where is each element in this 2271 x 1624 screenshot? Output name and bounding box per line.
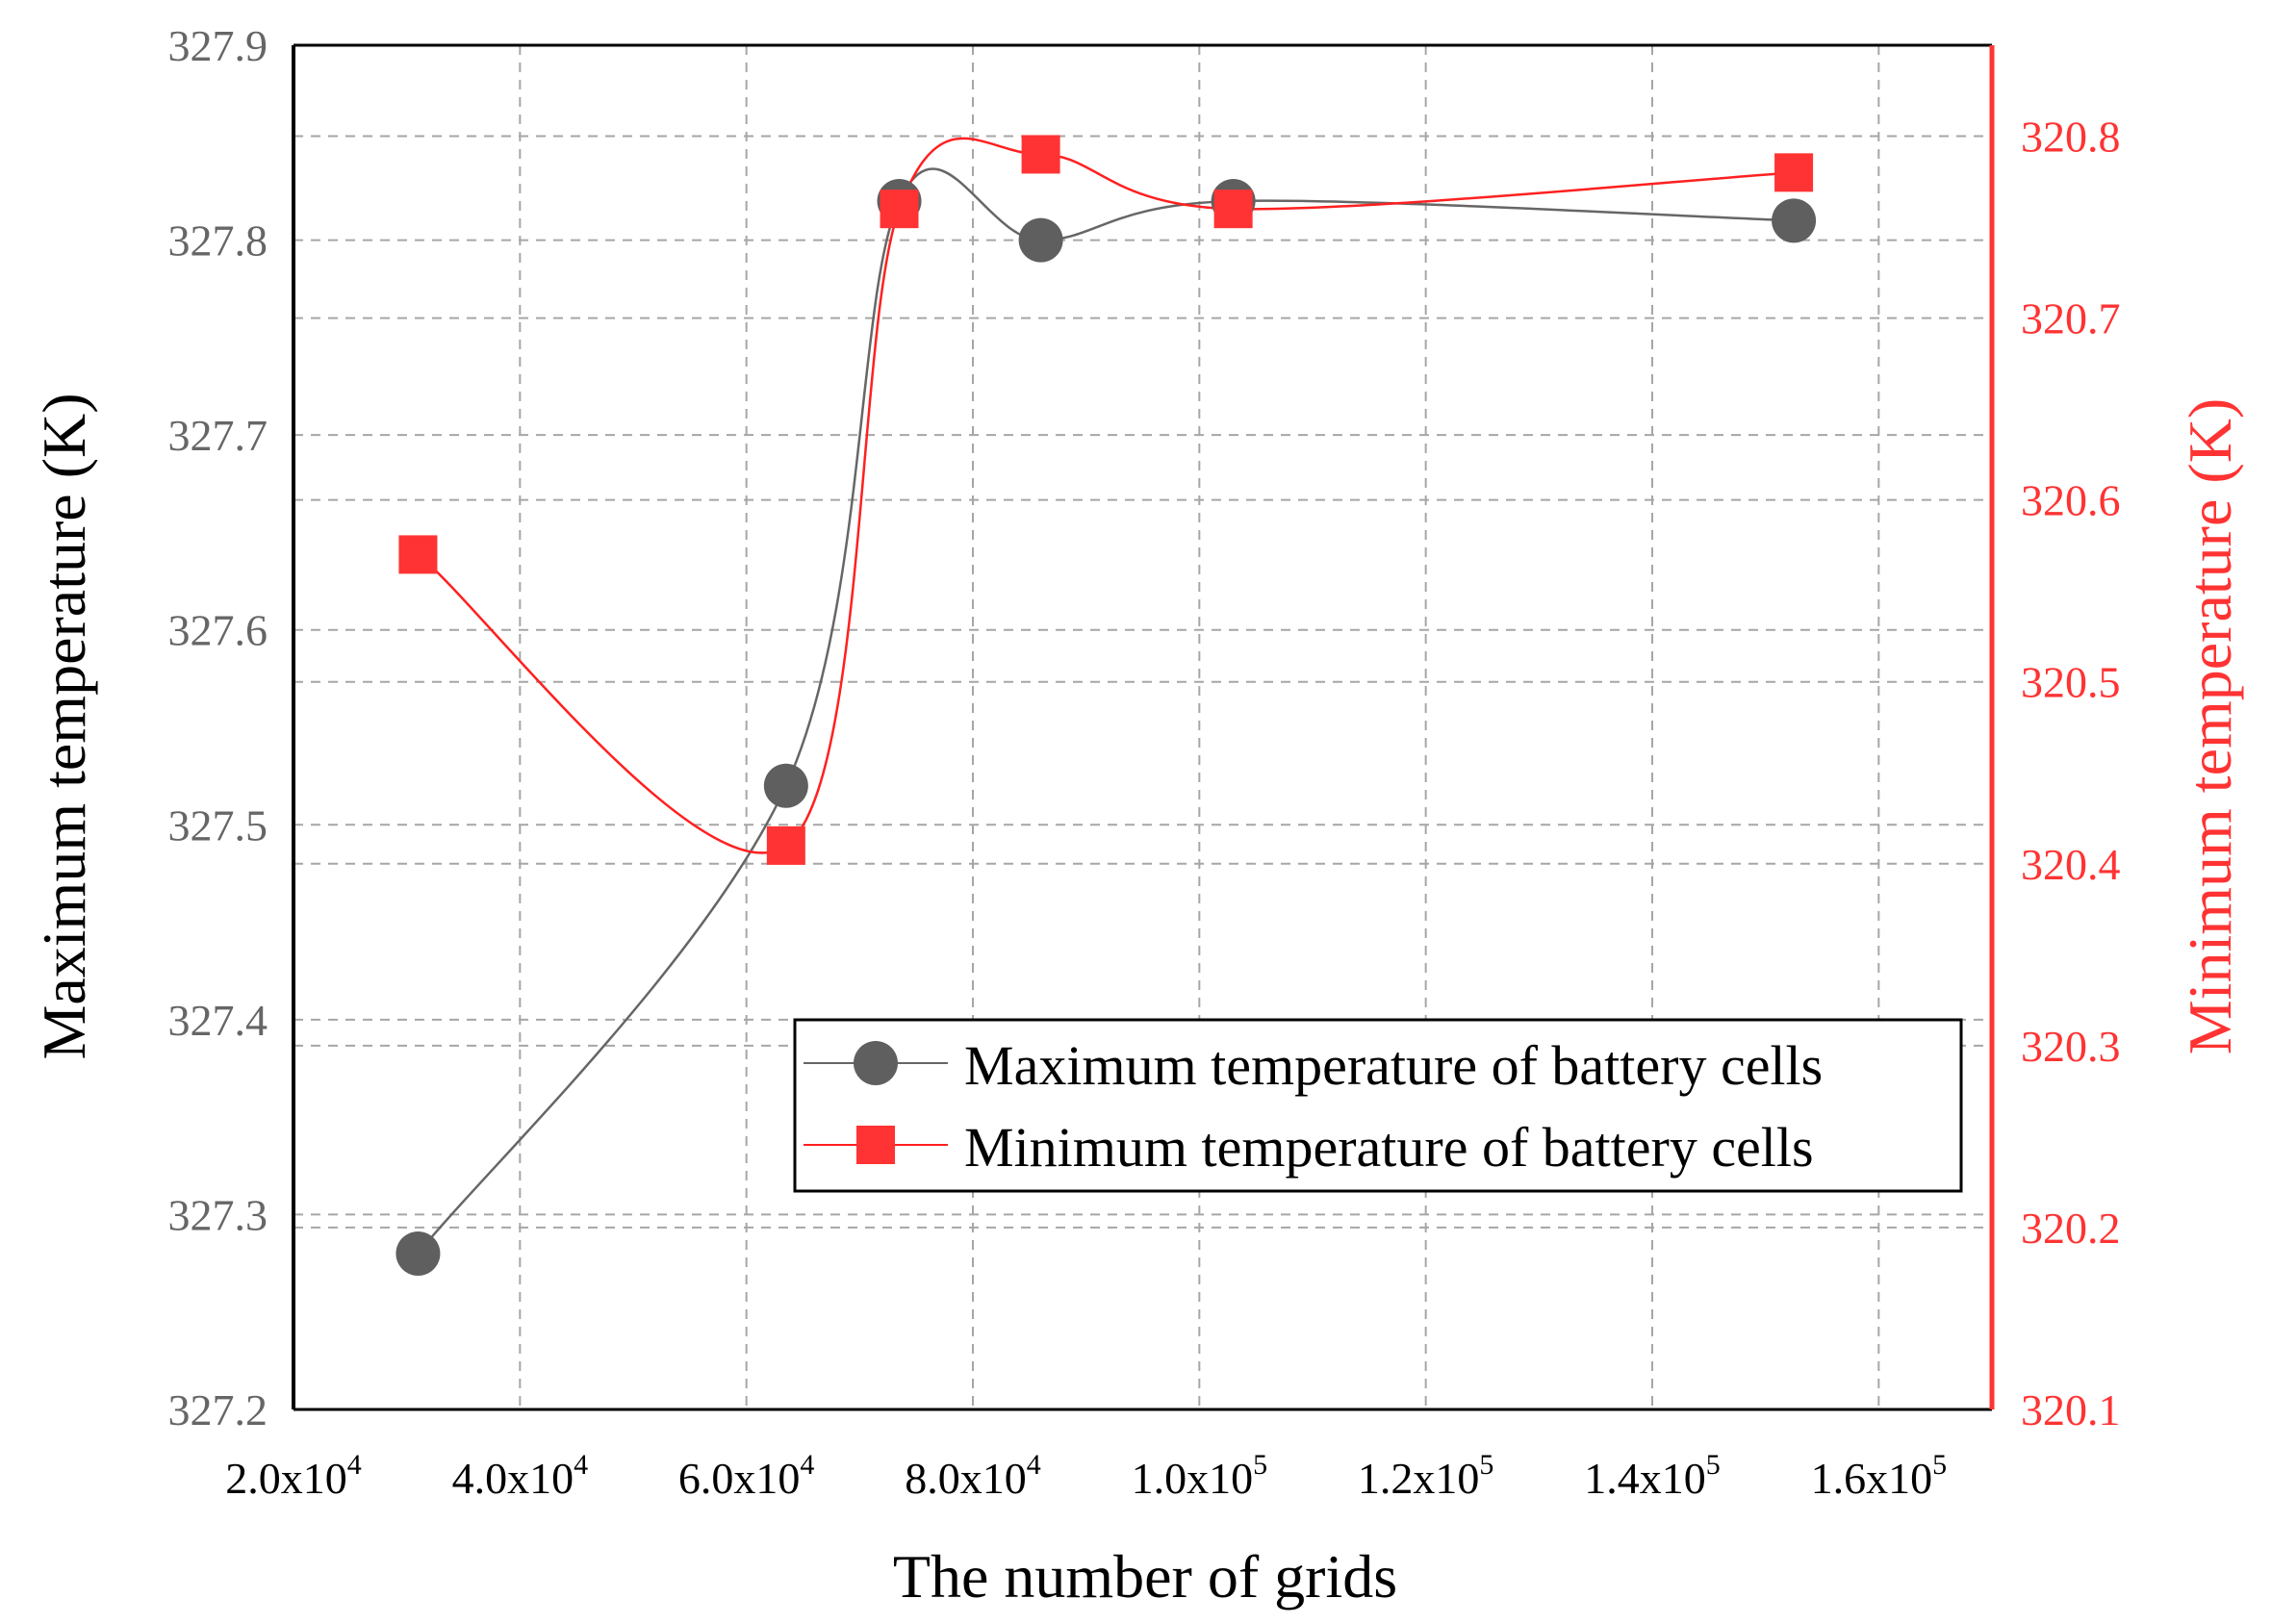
data-point-min-temperature	[1774, 153, 1814, 192]
y-axis-left-title: Maximum temperature (K)	[30, 393, 98, 1059]
x-tick-label: 6.0x104	[678, 1449, 815, 1503]
y-left-tick-label: 327.5	[168, 800, 268, 850]
legend-box	[793, 1018, 1963, 1193]
data-point-max-temperature	[396, 1231, 441, 1276]
series-line-max-temperature	[417, 167, 1795, 1255]
y-right-tick-label: 320.5	[2021, 658, 2121, 707]
y-left-tick-label: 327.7	[168, 411, 268, 460]
series-markers	[396, 135, 1817, 1276]
y-left-tick-label: 327.8	[168, 216, 268, 266]
y-left-tick-label: 327.6	[168, 606, 268, 655]
data-point-min-temperature	[398, 535, 438, 574]
data-point-max-temperature	[1018, 217, 1063, 263]
legend-label-max: Maximum temperature of battery cells	[964, 1034, 1823, 1097]
x-tick-label: 1.4x105	[1584, 1449, 1721, 1503]
legend-label-min: Minimum temperature of battery cells	[964, 1116, 1814, 1179]
x-tick-label: 1.6x105	[1811, 1449, 1948, 1503]
series-line-min-temperature	[417, 137, 1795, 854]
data-point-min-temperature	[1021, 135, 1060, 174]
grid-lines	[293, 45, 1992, 1409]
y-right-tick-label: 320.2	[2021, 1204, 2121, 1253]
x-tick-label: 8.0x104	[905, 1449, 1041, 1503]
series-lines	[417, 137, 1795, 1255]
y-right-tick-label: 320.8	[2021, 113, 2121, 162]
y-left-tick-label: 327.2	[168, 1385, 268, 1434]
x-tick-label: 1.0x105	[1132, 1449, 1268, 1503]
y-left-tick-label: 327.4	[168, 996, 268, 1045]
legend-marker-max	[854, 1041, 898, 1085]
tick-labels: 2.0x104 4.0x104 6.0x104 8.0x104 1.0x105 1.2x1…	[168, 21, 2121, 1503]
y-left-tick-label: 327.9	[168, 21, 268, 70]
y-axis-right-title: Minimum temperature (K)	[2176, 398, 2244, 1054]
data-point-min-temperature	[880, 190, 919, 229]
legend-marker-min	[856, 1126, 895, 1164]
plot-frame	[292, 43, 1995, 1411]
data-point-max-temperature	[1772, 198, 1817, 243]
x-tick-label: 4.0x104	[452, 1449, 589, 1503]
data-point-min-temperature	[766, 825, 805, 865]
data-point-max-temperature	[763, 763, 808, 808]
x-tick-label: 2.0x104	[225, 1449, 362, 1503]
y-right-tick-label: 320.3	[2021, 1022, 2121, 1071]
y-left-tick-label: 327.3	[168, 1190, 268, 1239]
x-tick-label: 1.2x105	[1358, 1449, 1494, 1503]
legend: Maximum temperature of battery cells Min…	[793, 1018, 1963, 1193]
y-right-tick-label: 320.4	[2021, 840, 2121, 889]
y-right-tick-label: 320.7	[2021, 294, 2121, 343]
data-point-min-temperature	[1213, 190, 1253, 229]
x-axis-title: The number of grids	[893, 1542, 1397, 1611]
y-right-tick-label: 320.6	[2021, 476, 2121, 525]
y-right-tick-label: 320.1	[2021, 1385, 2121, 1434]
